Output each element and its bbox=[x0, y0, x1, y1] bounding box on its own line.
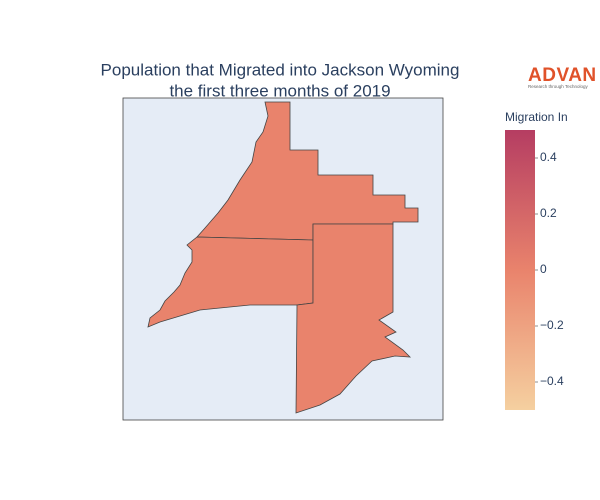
logo-tagline: Research through Technology bbox=[528, 84, 588, 89]
colorbar-tick-label: 0.2 bbox=[540, 206, 557, 220]
logo: ADVAN bbox=[528, 65, 597, 86]
chart-subtitle: the first three months of 2019 bbox=[169, 81, 390, 100]
regions bbox=[147, 101, 419, 414]
colorbar-tick-label: −0.4 bbox=[540, 374, 564, 388]
chart-title: Population that Migrated into Jackson Wy… bbox=[101, 60, 460, 79]
colorbar-title: Migration In bbox=[505, 110, 568, 124]
colorbar-tick-label: 0.4 bbox=[540, 150, 557, 164]
colorbar-tick-label: 0 bbox=[540, 262, 547, 276]
colorbar bbox=[505, 130, 535, 410]
region bbox=[295, 223, 412, 414]
colorbar-tick-label: −0.2 bbox=[540, 318, 564, 332]
